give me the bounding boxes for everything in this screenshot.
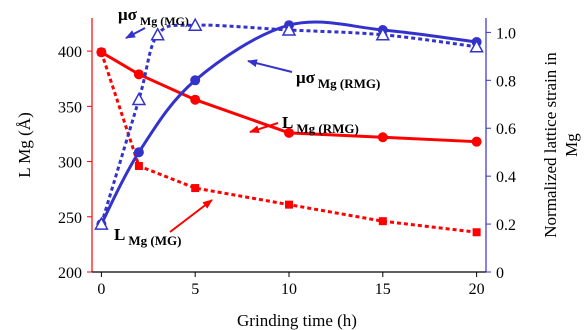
- y-right-tick-label: 0.8: [496, 73, 516, 90]
- annotation-arrow-mu-rmg: [247, 59, 293, 73]
- y-left-tick-label: 300: [58, 155, 82, 172]
- series-label-main: μσ: [118, 5, 138, 24]
- data-point: [285, 200, 293, 209]
- x-axis-title: Grinding time (h): [237, 311, 357, 330]
- x-tick-label: 0: [97, 281, 105, 298]
- series-line-2: [100, 20, 477, 225]
- y-right-tick-label: 0.4: [496, 169, 516, 186]
- series-label-main: L: [114, 225, 125, 244]
- y-right-tick-label: 0.2: [496, 217, 516, 234]
- x-tick-label: 10: [281, 281, 297, 298]
- x-tick-label: 5: [191, 281, 199, 298]
- data-point: [150, 27, 165, 41]
- annotation-arrow-l-mg: [169, 199, 213, 233]
- data-point: [377, 132, 388, 143]
- y-left-tick-label: 350: [58, 99, 82, 116]
- data-point: [131, 91, 147, 106]
- series-label-main: L: [282, 113, 293, 132]
- y-left-tick-label: 250: [58, 210, 82, 227]
- series-label-1: L Mg (MG): [114, 225, 181, 248]
- data-point: [378, 217, 387, 226]
- series-label-sub: Mg (MG): [128, 233, 181, 248]
- series-label-sub: Mg (RMG): [296, 121, 358, 136]
- x-tick-label: 15: [375, 281, 391, 298]
- series-label-sub: Mg (MG): [140, 14, 189, 28]
- series-label-0: L Mg (RMG): [282, 113, 359, 136]
- y-right-tick-label: 1.0: [496, 25, 516, 42]
- data-point: [134, 161, 143, 170]
- data-point: [133, 69, 144, 80]
- data-point: [472, 228, 481, 237]
- data-point: [284, 127, 294, 138]
- annotation-arrow-mu-mg: [125, 27, 146, 39]
- y-left-axis-title: L Mg (Å): [15, 112, 34, 177]
- data-point: [281, 22, 297, 36]
- data-point: [94, 216, 109, 230]
- x-tick-label: 20: [469, 281, 485, 298]
- series-label-main: μσ: [296, 68, 316, 87]
- data-point: [187, 17, 203, 31]
- y-right-tick-label: 0.6: [496, 121, 516, 138]
- series-line-0: [100, 50, 477, 144]
- data-point: [471, 136, 482, 147]
- data-point: [190, 94, 201, 105]
- series-line-1: [99, 51, 477, 234]
- data-point: [469, 39, 484, 53]
- data-point: [133, 147, 144, 158]
- annotation-arrow-l-rmg: [249, 122, 279, 134]
- data-point: [97, 48, 106, 57]
- y-left-tick-label: 400: [58, 44, 82, 61]
- y-right-tick-label: 0: [496, 265, 504, 282]
- series-label-sub: Mg (RMG): [318, 76, 380, 91]
- y-left-tick-label: 200: [58, 265, 82, 282]
- y-right-axis-title: Normalized lattice strain in: [541, 52, 560, 238]
- data-point: [375, 27, 391, 41]
- data-point: [191, 184, 200, 193]
- y-right-axis-title-line2: Mg: [562, 133, 581, 157]
- data-point: [190, 75, 201, 86]
- series-label-3: μσ Mg (MG): [118, 5, 189, 28]
- series-label-2: μσ Mg (RMG): [296, 68, 380, 91]
